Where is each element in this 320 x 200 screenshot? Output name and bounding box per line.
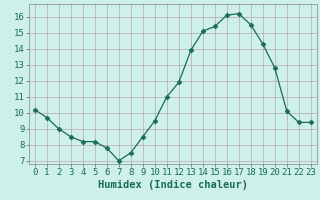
X-axis label: Humidex (Indice chaleur): Humidex (Indice chaleur) [98, 180, 248, 190]
